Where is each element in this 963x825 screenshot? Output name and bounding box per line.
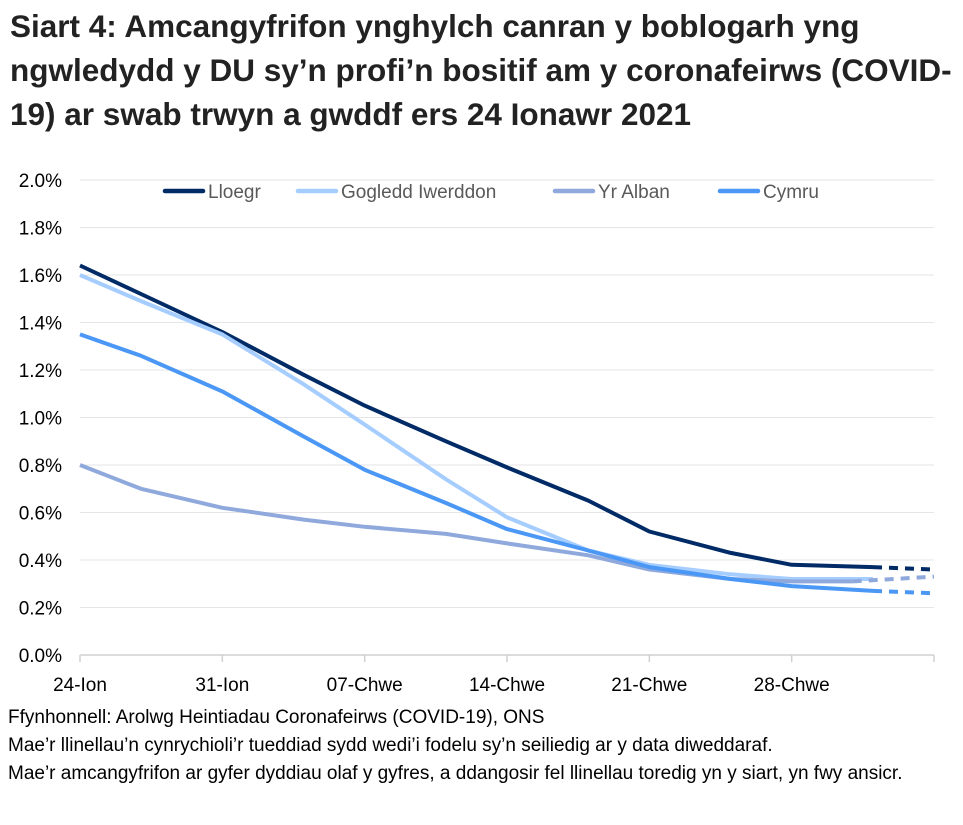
y-tick-label: 1.6% <box>19 266 62 287</box>
x-tick-label: 14-Chwe <box>469 675 545 696</box>
series-dashed-cymru <box>872 588 935 596</box>
legend-label: Gogledd Iwerddon <box>341 182 496 203</box>
x-tick-label: 28-Chwe <box>754 675 830 696</box>
y-tick-label: 1.0% <box>19 409 62 430</box>
chart-notes: Ffynhonnell: Arolwg Heintiadau Coronafei… <box>8 704 963 788</box>
trend-note: Mae’r llinellau’n cynrychioli’r tueddiad… <box>8 735 773 756</box>
series-line-cymru <box>79 332 874 593</box>
uncertainty-note: Mae’r amcangyfrifon ar gyfer dyddiau ola… <box>8 763 903 784</box>
x-tick-label: 07-Chwe <box>327 675 403 696</box>
series-line-gogledd-iwerddon <box>79 273 873 581</box>
y-tick-label: 0.0% <box>19 646 62 667</box>
y-tick-label: 1.2% <box>19 361 62 382</box>
series-dashed-lloegr <box>872 565 935 572</box>
x-tick-label: 31-Ion <box>195 675 249 696</box>
legend-label: Yr Alban <box>598 182 670 203</box>
y-tick-label: 2.0% <box>19 171 62 192</box>
y-tick-label: 0.2% <box>19 599 62 620</box>
y-tick-label: 1.8% <box>19 219 62 240</box>
x-tick-label: 21-Chwe <box>611 675 687 696</box>
source-note: Ffynhonnell: Arolwg Heintiadau Coronafei… <box>8 707 545 728</box>
series-line-lloegr <box>79 263 874 570</box>
x-tick-label: 24-Ion <box>53 675 107 696</box>
series-line-yr-alban <box>79 463 853 584</box>
y-tick-label: 0.6% <box>19 504 62 525</box>
legend-label: Lloegr <box>208 182 261 203</box>
series-dashed-yr-alban <box>852 574 935 584</box>
legend-label: Cymru <box>763 182 819 203</box>
y-tick-label: 1.4% <box>19 314 62 335</box>
chart-title: Siart 4: Amcangyfrifon ynghylch canran y… <box>10 8 952 132</box>
y-tick-label: 0.8% <box>19 456 62 477</box>
y-tick-label: 0.4% <box>19 551 62 572</box>
